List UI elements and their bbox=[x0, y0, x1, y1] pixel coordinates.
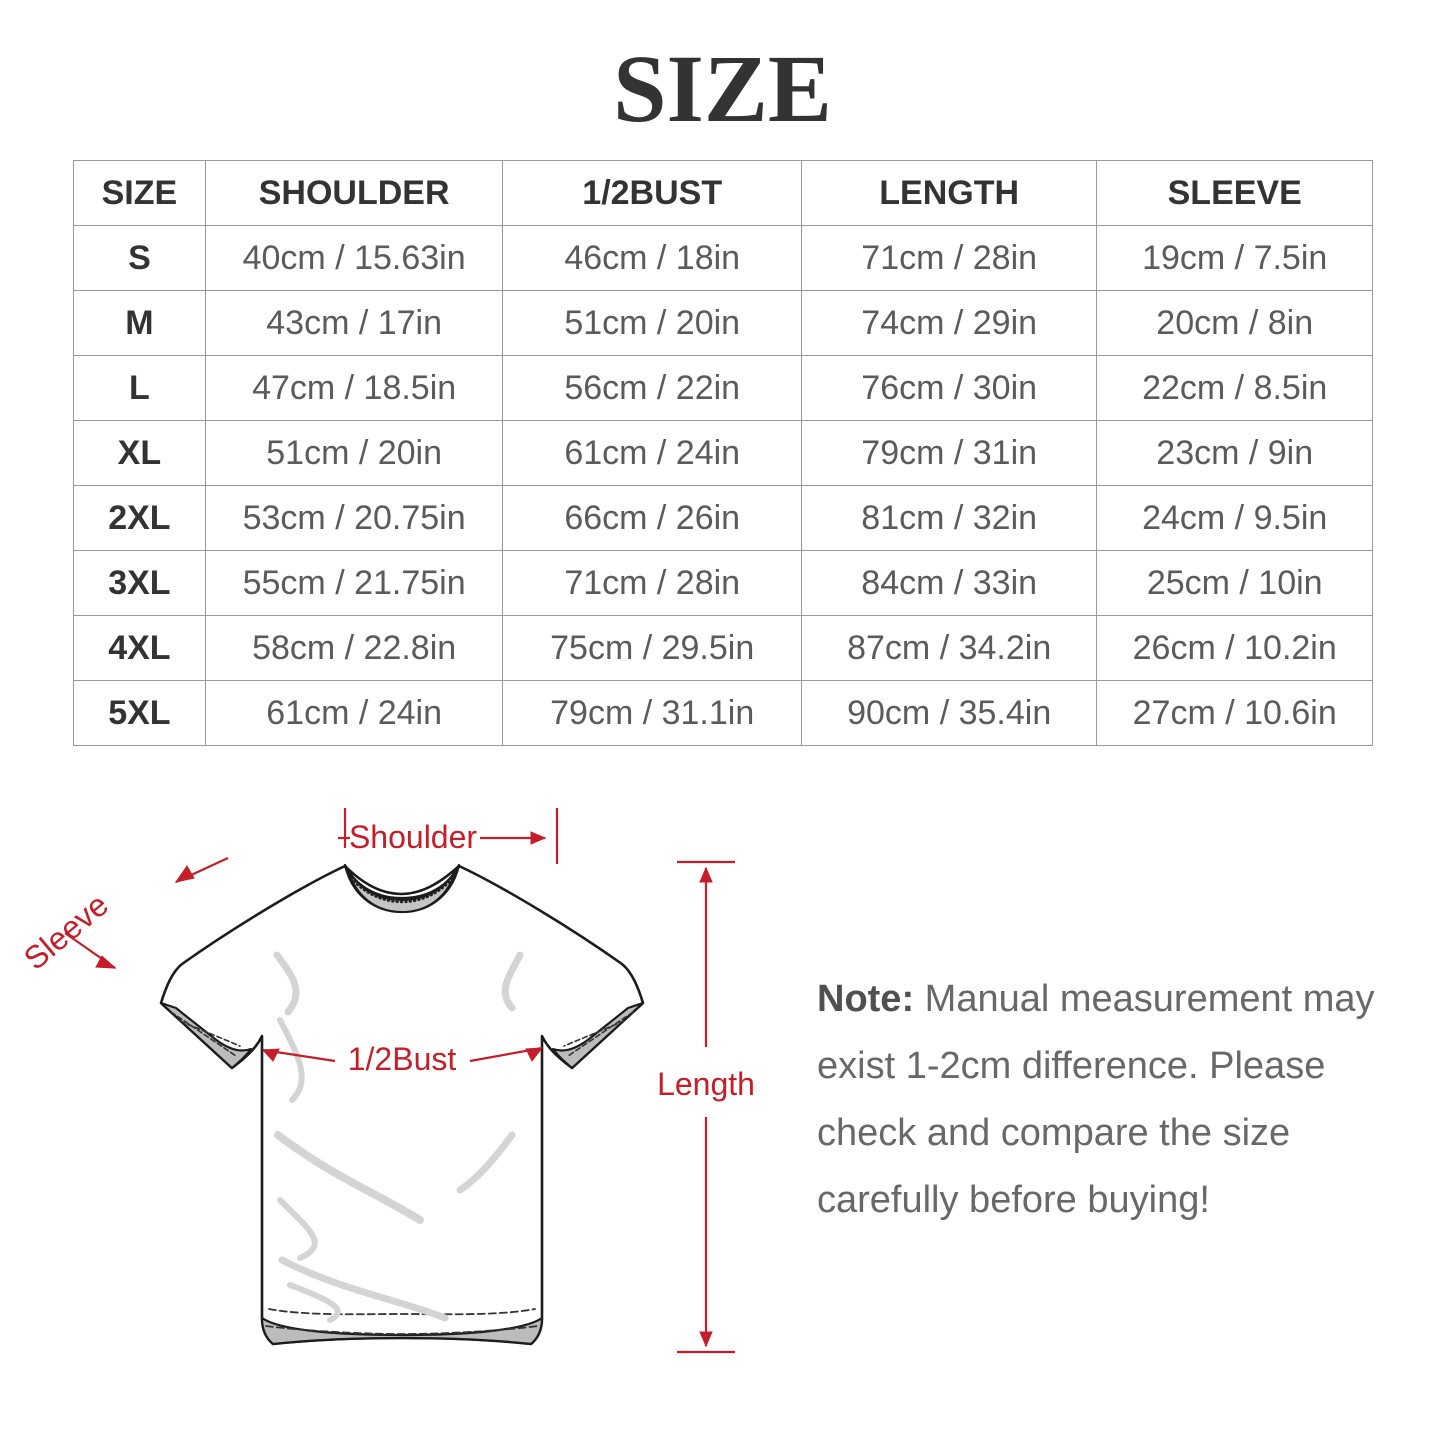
svg-text:1/2Bust: 1/2Bust bbox=[348, 1041, 457, 1077]
svg-text:Length: Length bbox=[657, 1066, 755, 1102]
svg-text:Shoulder: Shoulder bbox=[349, 819, 477, 855]
